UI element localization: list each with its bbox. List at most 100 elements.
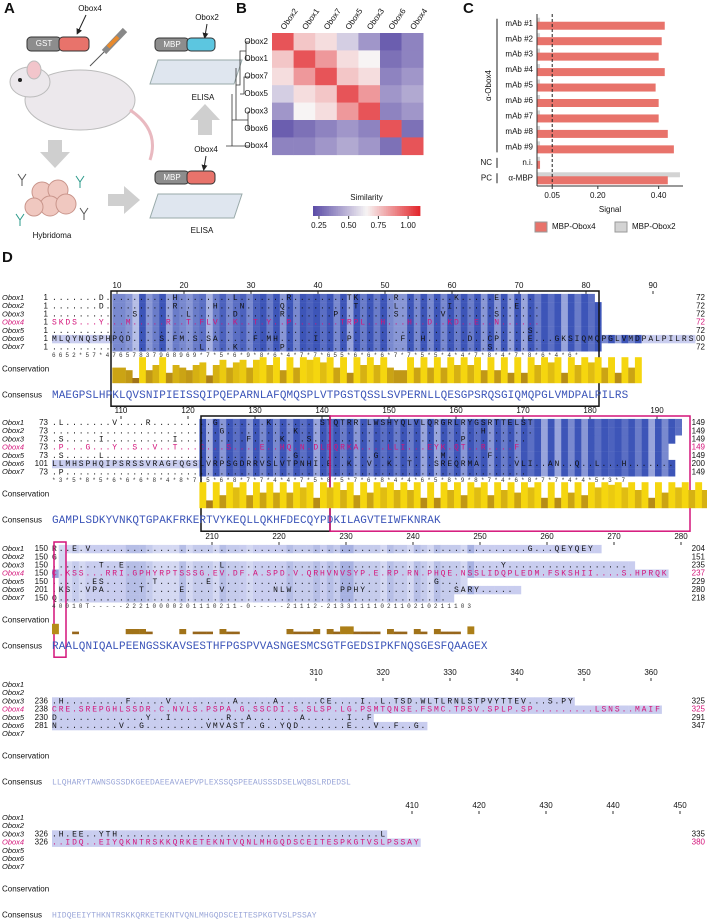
residue-shade bbox=[226, 838, 234, 847]
start-position: 236 bbox=[35, 697, 49, 706]
residue-shade bbox=[65, 544, 73, 554]
conservation-bar bbox=[594, 487, 602, 509]
residue-shade bbox=[72, 838, 79, 847]
colorbar-step bbox=[377, 206, 380, 216]
sequence-name: Obox5 bbox=[2, 577, 25, 586]
residue-shade bbox=[608, 561, 615, 570]
residue-shade bbox=[514, 585, 522, 595]
residue-shade bbox=[407, 334, 414, 344]
residue-shade bbox=[527, 443, 535, 452]
residue-shade bbox=[427, 459, 435, 469]
residue-shade bbox=[293, 569, 301, 578]
sequence: .H.........F.....V.........A.....A......… bbox=[52, 698, 575, 707]
colorbar-step bbox=[327, 206, 330, 216]
residue-shade bbox=[621, 459, 629, 469]
residue-shade bbox=[112, 713, 120, 723]
residue-shade bbox=[279, 569, 287, 578]
start-position: 150 bbox=[35, 593, 49, 602]
conservation-bar bbox=[353, 357, 361, 384]
residue-shade bbox=[253, 443, 260, 452]
residue-shade bbox=[387, 293, 394, 303]
residue-shade bbox=[306, 577, 314, 587]
heat-cell bbox=[315, 50, 338, 69]
residue-shade bbox=[474, 318, 481, 327]
residue-shade bbox=[500, 418, 508, 428]
residue-shade bbox=[567, 310, 575, 319]
residue-shade bbox=[212, 334, 220, 344]
residue-shade bbox=[105, 334, 113, 344]
heat-cell bbox=[293, 120, 316, 138]
residue-shade bbox=[634, 569, 642, 578]
residue-shade bbox=[346, 451, 354, 461]
residue-shade bbox=[641, 569, 649, 578]
residue-shade bbox=[165, 594, 173, 603]
residue-shade bbox=[239, 577, 247, 587]
residue-shade bbox=[628, 451, 636, 461]
sequence: LLMHSPHQIPSRSSVRAGFQGSLVRPSGDRRVSLVTPNHI… bbox=[52, 460, 675, 469]
residue-shade bbox=[340, 435, 347, 444]
residue-shade bbox=[152, 838, 160, 847]
residue-shade bbox=[266, 427, 274, 436]
residue-shade bbox=[360, 451, 368, 461]
residue-shade bbox=[239, 435, 247, 444]
residue-shade bbox=[346, 544, 354, 554]
heat-cell bbox=[380, 67, 402, 86]
residue-shade bbox=[360, 418, 368, 428]
residue-shade bbox=[440, 343, 448, 352]
residue-shade bbox=[460, 310, 468, 319]
residue-shade bbox=[400, 468, 408, 477]
residue-shade bbox=[259, 435, 267, 444]
residue-shade bbox=[413, 721, 421, 731]
residue-shade bbox=[487, 544, 495, 554]
residue-shade bbox=[333, 713, 341, 723]
residue-shade bbox=[500, 293, 508, 303]
residue-shade bbox=[366, 418, 374, 428]
sequence: R..E.V..................................… bbox=[52, 545, 595, 554]
conservation-bar bbox=[641, 482, 649, 509]
residue-shade bbox=[655, 468, 662, 477]
residue-shade bbox=[387, 435, 394, 444]
residue-shade bbox=[340, 585, 347, 595]
residue-shade bbox=[212, 435, 220, 444]
residue-shade bbox=[273, 830, 280, 839]
residue-shade bbox=[601, 427, 609, 436]
residue-shade bbox=[246, 293, 254, 303]
residue-shade bbox=[561, 569, 569, 578]
residue-shade bbox=[212, 443, 220, 452]
residue-shade bbox=[594, 334, 602, 344]
residue-shade bbox=[212, 293, 220, 303]
heat-cell bbox=[336, 33, 359, 51]
sequence: .P......................................… bbox=[52, 468, 528, 477]
row-label: Obox4 bbox=[244, 141, 268, 150]
residue-shade bbox=[467, 459, 475, 469]
residue-shade bbox=[487, 293, 495, 303]
sequence-name: Obox6 bbox=[2, 459, 25, 468]
residue-shade bbox=[306, 443, 314, 452]
residue-shade bbox=[273, 721, 280, 731]
start-position: 73 bbox=[39, 467, 48, 476]
residue-shade bbox=[199, 293, 207, 303]
residue-shade bbox=[360, 838, 368, 847]
dendrogram bbox=[226, 41, 250, 147]
conservation-bar bbox=[500, 490, 508, 509]
residue-shade bbox=[534, 418, 542, 428]
residue-shade bbox=[567, 334, 575, 344]
residue-shade bbox=[112, 561, 120, 570]
heat-cell bbox=[401, 85, 424, 103]
residue-shade bbox=[313, 569, 321, 578]
residue-shade bbox=[567, 293, 575, 303]
residue-shade bbox=[594, 318, 602, 327]
residue-shade bbox=[527, 334, 535, 344]
residue-shade bbox=[286, 705, 294, 714]
residue-shade bbox=[346, 343, 354, 352]
residue-shade bbox=[145, 713, 153, 723]
residue-shade bbox=[165, 721, 173, 731]
residue-shade bbox=[514, 310, 522, 319]
heat-cell bbox=[315, 33, 338, 51]
residue-shade bbox=[360, 705, 368, 714]
ruler-label: 30 bbox=[247, 281, 256, 290]
residue-shade bbox=[219, 443, 227, 452]
residue-shade bbox=[474, 705, 481, 714]
residue-shade bbox=[199, 705, 207, 714]
residue-shade bbox=[454, 326, 461, 336]
